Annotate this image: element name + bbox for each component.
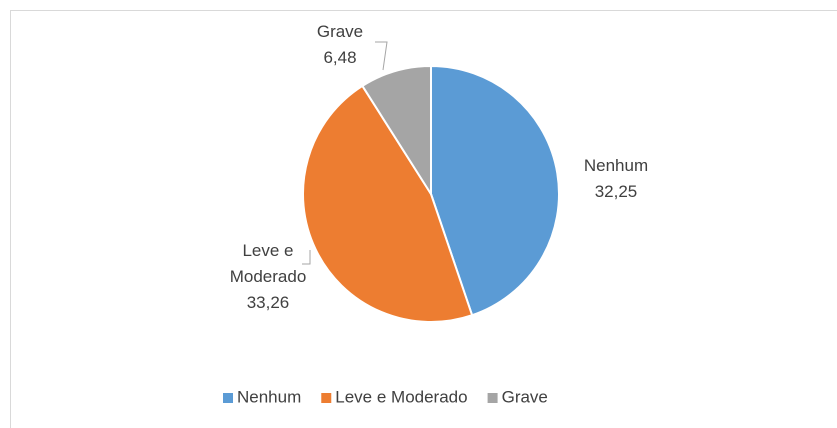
legend-swatch bbox=[487, 393, 498, 403]
value-label: 6,48 bbox=[323, 48, 357, 67]
leader-line bbox=[375, 41, 388, 71]
pie-slice bbox=[302, 84, 474, 323]
category-label: Leve e Moderado bbox=[229, 241, 307, 286]
pie-slice bbox=[430, 64, 560, 317]
legend-label: Grave bbox=[502, 387, 548, 406]
value-label: 32,25 bbox=[594, 182, 638, 201]
pie-slice bbox=[361, 64, 432, 198]
category-label: Nenhum bbox=[583, 156, 649, 175]
chart-border bbox=[10, 10, 837, 428]
legend-swatch bbox=[321, 393, 332, 403]
value-label: 33,26 bbox=[246, 293, 290, 312]
leader-line bbox=[302, 250, 311, 265]
legend-swatch bbox=[223, 393, 233, 403]
category-label: Grave bbox=[316, 22, 364, 41]
legend-label: Leve e Moderado bbox=[335, 387, 467, 406]
data-label: Leve e Moderado 33,26 bbox=[213, 238, 323, 316]
data-label: Grave 6,48 bbox=[300, 19, 380, 71]
legend-label: Nenhum bbox=[237, 387, 301, 406]
data-label: Nenhum 32,25 bbox=[556, 153, 676, 205]
